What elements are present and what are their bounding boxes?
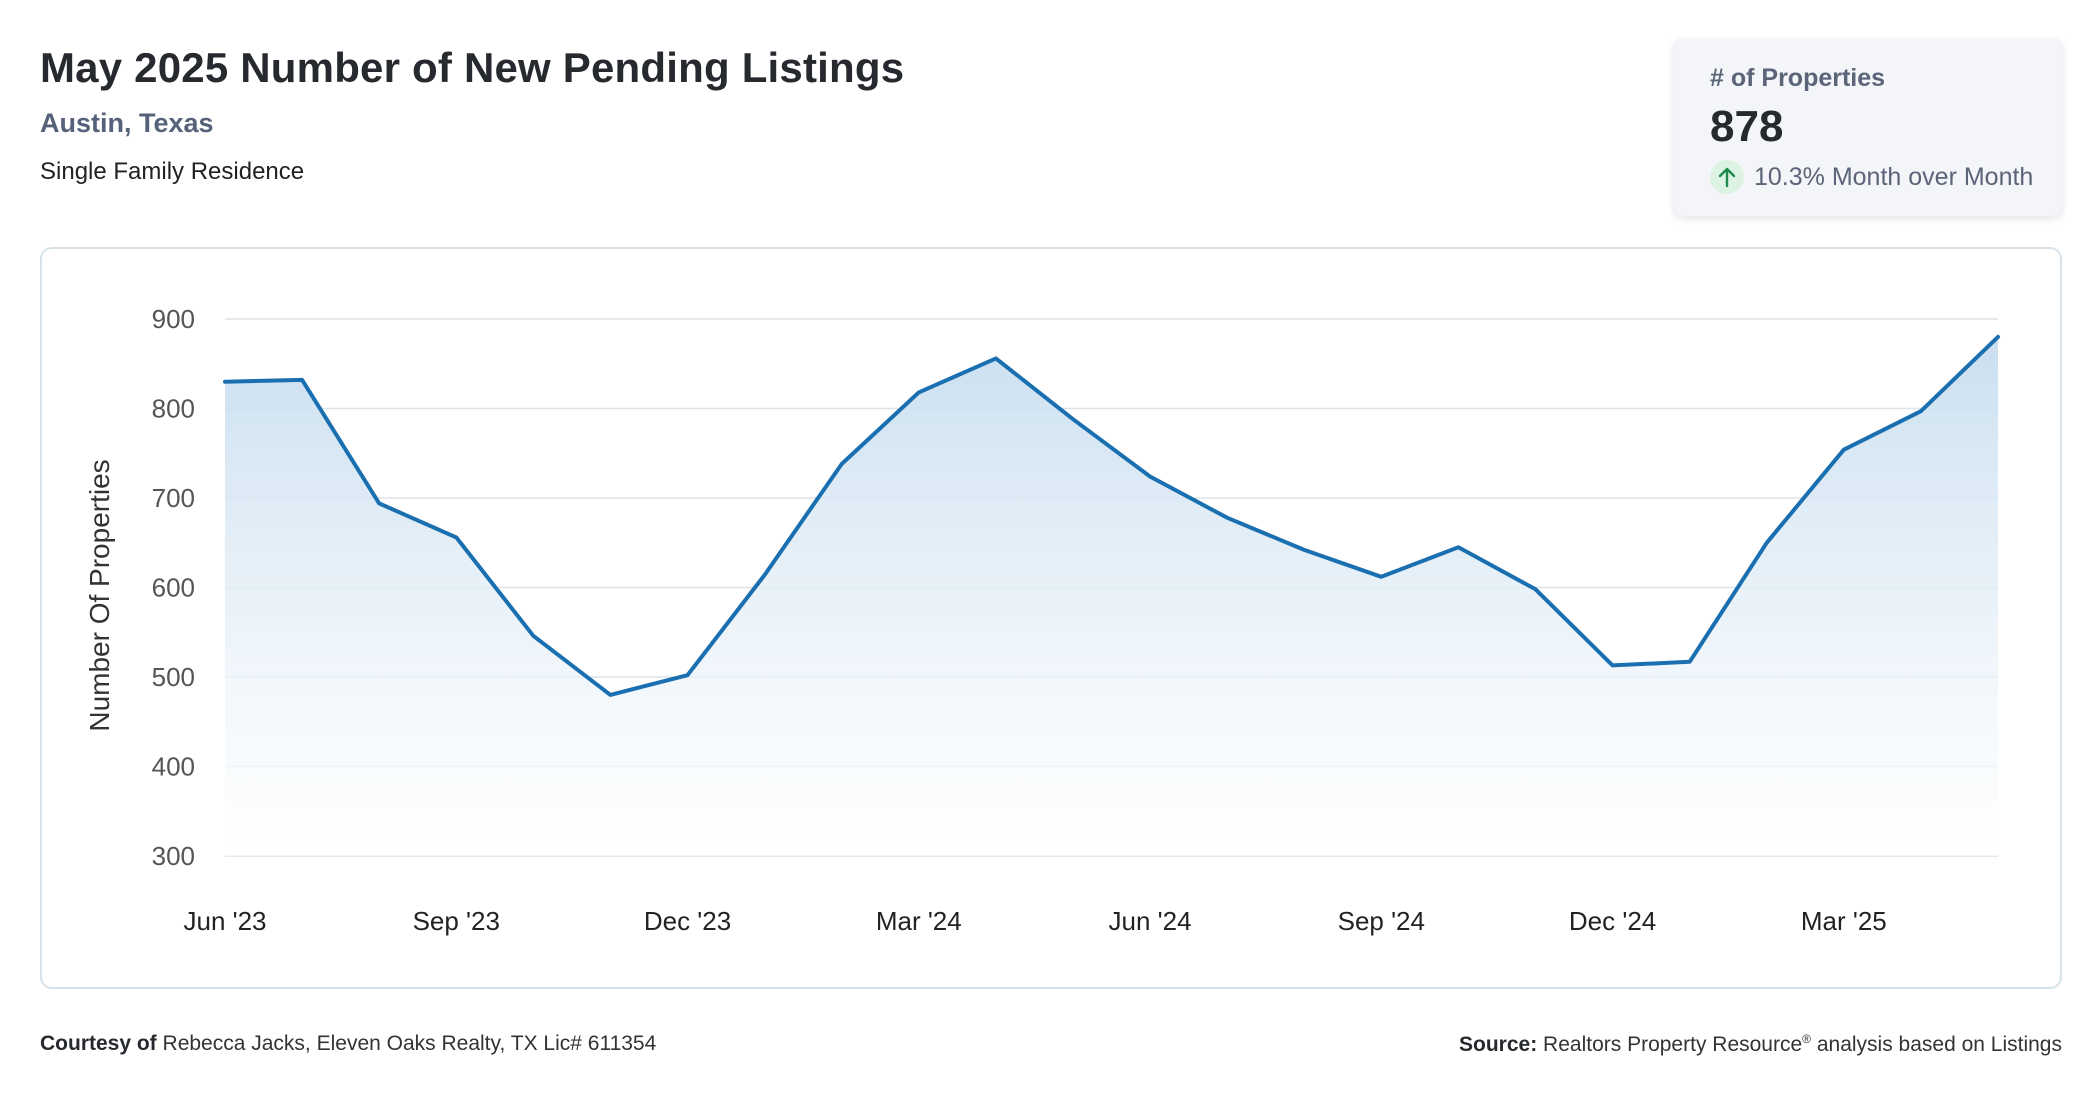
source-label: Source: xyxy=(1459,1033,1538,1056)
data-point xyxy=(839,461,845,467)
chart-panel: 300 400 500 600 700 800 900 Jun '23 Sep '23 Dec … xyxy=(40,247,2062,989)
data-point xyxy=(762,572,768,578)
data-point xyxy=(530,633,536,639)
data-point xyxy=(1070,416,1076,422)
series-line xyxy=(223,334,2000,697)
data-point xyxy=(222,379,228,385)
property-type-label: Single Family Residence xyxy=(40,158,305,185)
data-point xyxy=(1764,540,1770,546)
courtesy-text: Rebecca Jacks, Eleven Oaks Realty, TX Li… xyxy=(162,1032,657,1055)
y-tick-label: 400 xyxy=(152,752,195,782)
y-tick-label: 300 xyxy=(152,841,195,871)
x-tick-label: Dec '24 xyxy=(1569,906,1656,936)
data-point xyxy=(453,534,459,540)
data-point xyxy=(1455,544,1461,550)
y-axis-label: Number Of Properties xyxy=(84,459,115,731)
x-tick-label: Sep '24 xyxy=(1338,906,1425,936)
x-tick-label: Sep '23 xyxy=(413,906,500,936)
data-point xyxy=(1532,586,1538,592)
data-point xyxy=(1687,659,1693,665)
y-tick-label: 600 xyxy=(152,573,195,603)
data-point xyxy=(1147,474,1153,480)
stat-label: # of Properties xyxy=(1710,64,1886,92)
data-point xyxy=(1301,547,1307,553)
stat-change: 10.3% Month over Month xyxy=(1754,162,2034,191)
registered-mark: ® xyxy=(1802,1032,1811,1046)
data-point xyxy=(916,389,922,395)
x-tick-label: Jun '23 xyxy=(183,906,266,936)
data-point xyxy=(1378,574,1384,580)
series-area xyxy=(225,336,1998,856)
arrow-up-icon xyxy=(1710,160,1744,194)
y-tick-label: 800 xyxy=(152,394,195,424)
data-point xyxy=(1995,334,2001,340)
courtesy-label: Courtesy of xyxy=(40,1032,157,1055)
page-title: May 2025 Number of New Pending Listings xyxy=(40,44,905,91)
data-point xyxy=(1224,515,1230,521)
data-point xyxy=(299,377,305,383)
source-footer: Source: Realtors Property Resource® anal… xyxy=(1459,1032,2062,1057)
stat-change-row: 10.3% Month over Month xyxy=(1710,160,2033,194)
x-tick-label: Jun '24 xyxy=(1109,906,1192,936)
stat-card: # of Properties 878 10.3% Month over Mon… xyxy=(1673,38,2063,216)
y-tick-label: 500 xyxy=(152,662,195,692)
data-point xyxy=(1610,662,1616,668)
data-point xyxy=(685,672,691,678)
x-tick-label: Mar '25 xyxy=(1801,906,1887,936)
location-label: Austin, Texas xyxy=(40,108,214,138)
data-point xyxy=(607,692,613,698)
line-chart: 300 400 500 600 700 800 900 Jun '23 Sep '23 Dec … xyxy=(84,304,2001,936)
data-point xyxy=(1841,447,1847,453)
x-tick-label: Dec '23 xyxy=(644,906,731,936)
y-tick-label: 700 xyxy=(152,483,195,513)
x-tick-label: Mar '24 xyxy=(876,906,962,936)
stat-value: 878 xyxy=(1710,102,1784,151)
source-text: analysis based on Listings xyxy=(1811,1033,2062,1056)
y-tick-label: 900 xyxy=(152,304,195,334)
data-point xyxy=(1918,408,1924,414)
data-point xyxy=(993,355,999,361)
courtesy-footer: Courtesy of Rebecca Jacks, Eleven Oaks R… xyxy=(40,1032,656,1056)
source-name: Realtors Property Resource xyxy=(1543,1033,1803,1056)
data-point xyxy=(376,500,382,506)
